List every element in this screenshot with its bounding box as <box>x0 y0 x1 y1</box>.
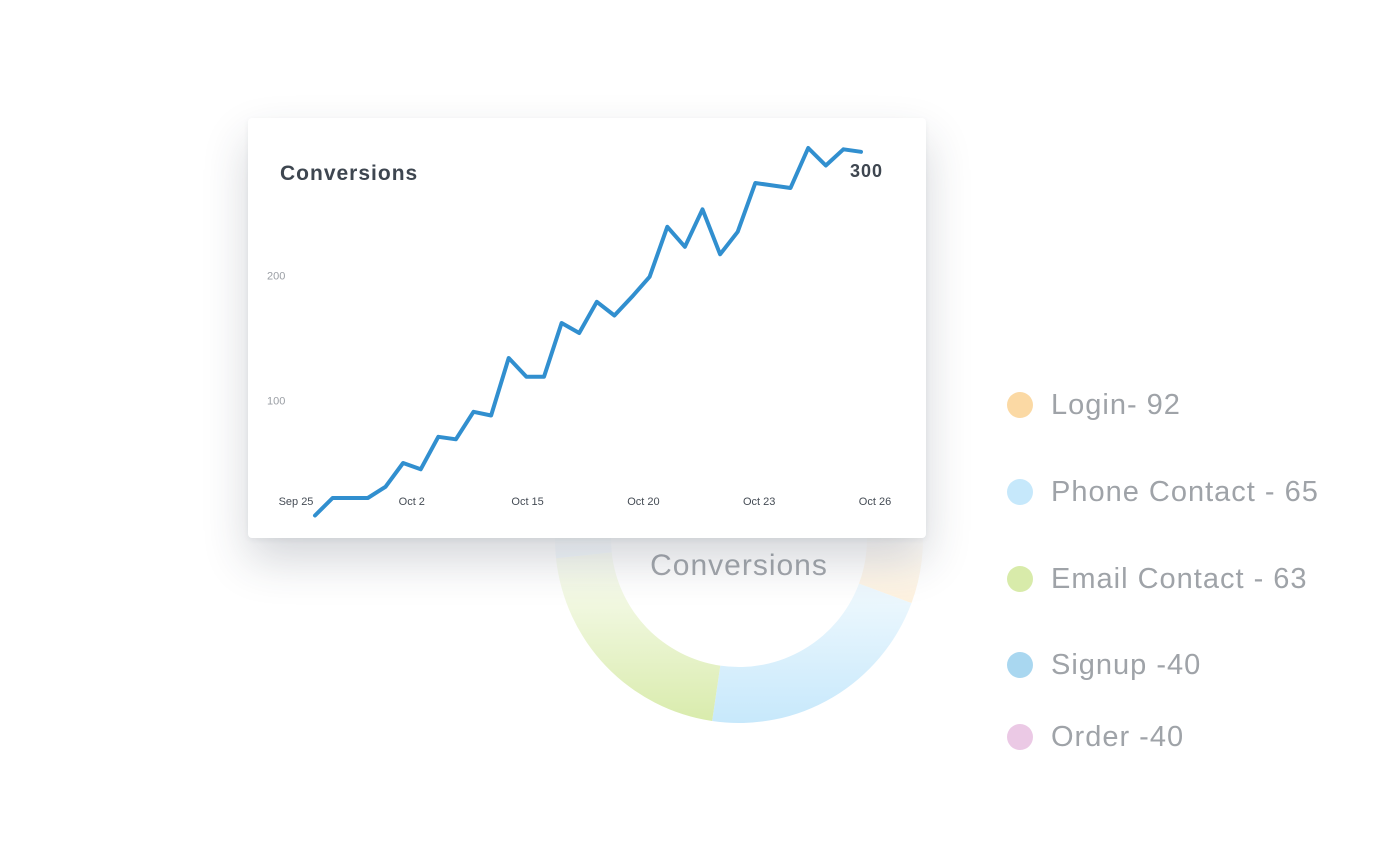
legend-item: Order -40 <box>1007 720 1185 753</box>
x-tick-label: Oct 20 <box>627 496 659 508</box>
card-title: Conversions <box>280 162 419 185</box>
legend-swatch <box>1007 392 1033 418</box>
x-tick-label: Oct 2 <box>399 496 425 508</box>
y-tick-label: 200 <box>267 271 285 283</box>
legend-swatch <box>1007 479 1033 505</box>
legend-label: Signup -40 <box>1051 648 1202 681</box>
legend-label: Phone Contact - 65 <box>1051 475 1319 508</box>
legend-item: Signup -40 <box>1007 648 1202 681</box>
series-line <box>313 146 863 518</box>
donut-legend: Login- 92 Phone Contact - 65 Email Contact… <box>1007 380 1377 770</box>
x-tick-label: Oct 15 <box>511 496 543 508</box>
line-chart: 200 100 Sep 25 Oct 2 Oct 15 Oct 20 Oct 23 Oct … <box>267 146 891 518</box>
conversions-line-card: Conversions 300 200 100 Sep 25 Oct 2 Oct 15… <box>248 118 926 538</box>
legend-swatch <box>1007 652 1033 678</box>
legend-swatch <box>1007 566 1033 592</box>
donut-center-label: Conversions <box>650 549 828 582</box>
x-tick-label: Sep 25 <box>279 496 314 508</box>
legend-item: Email Contact - 63 <box>1007 562 1308 595</box>
x-tick-label: Oct 26 <box>859 496 891 508</box>
legend-label: Email Contact - 63 <box>1051 562 1308 595</box>
y-tick-label: 100 <box>267 396 285 408</box>
legend-label: Login- 92 <box>1051 388 1181 421</box>
card-total-value: 300 <box>849 161 883 181</box>
legend-label: Order -40 <box>1051 720 1185 753</box>
legend-swatch <box>1007 724 1033 750</box>
legend-item: Login- 92 <box>1007 388 1181 421</box>
x-tick-label: Oct 23 <box>743 496 775 508</box>
legend-item: Phone Contact - 65 <box>1007 475 1319 508</box>
